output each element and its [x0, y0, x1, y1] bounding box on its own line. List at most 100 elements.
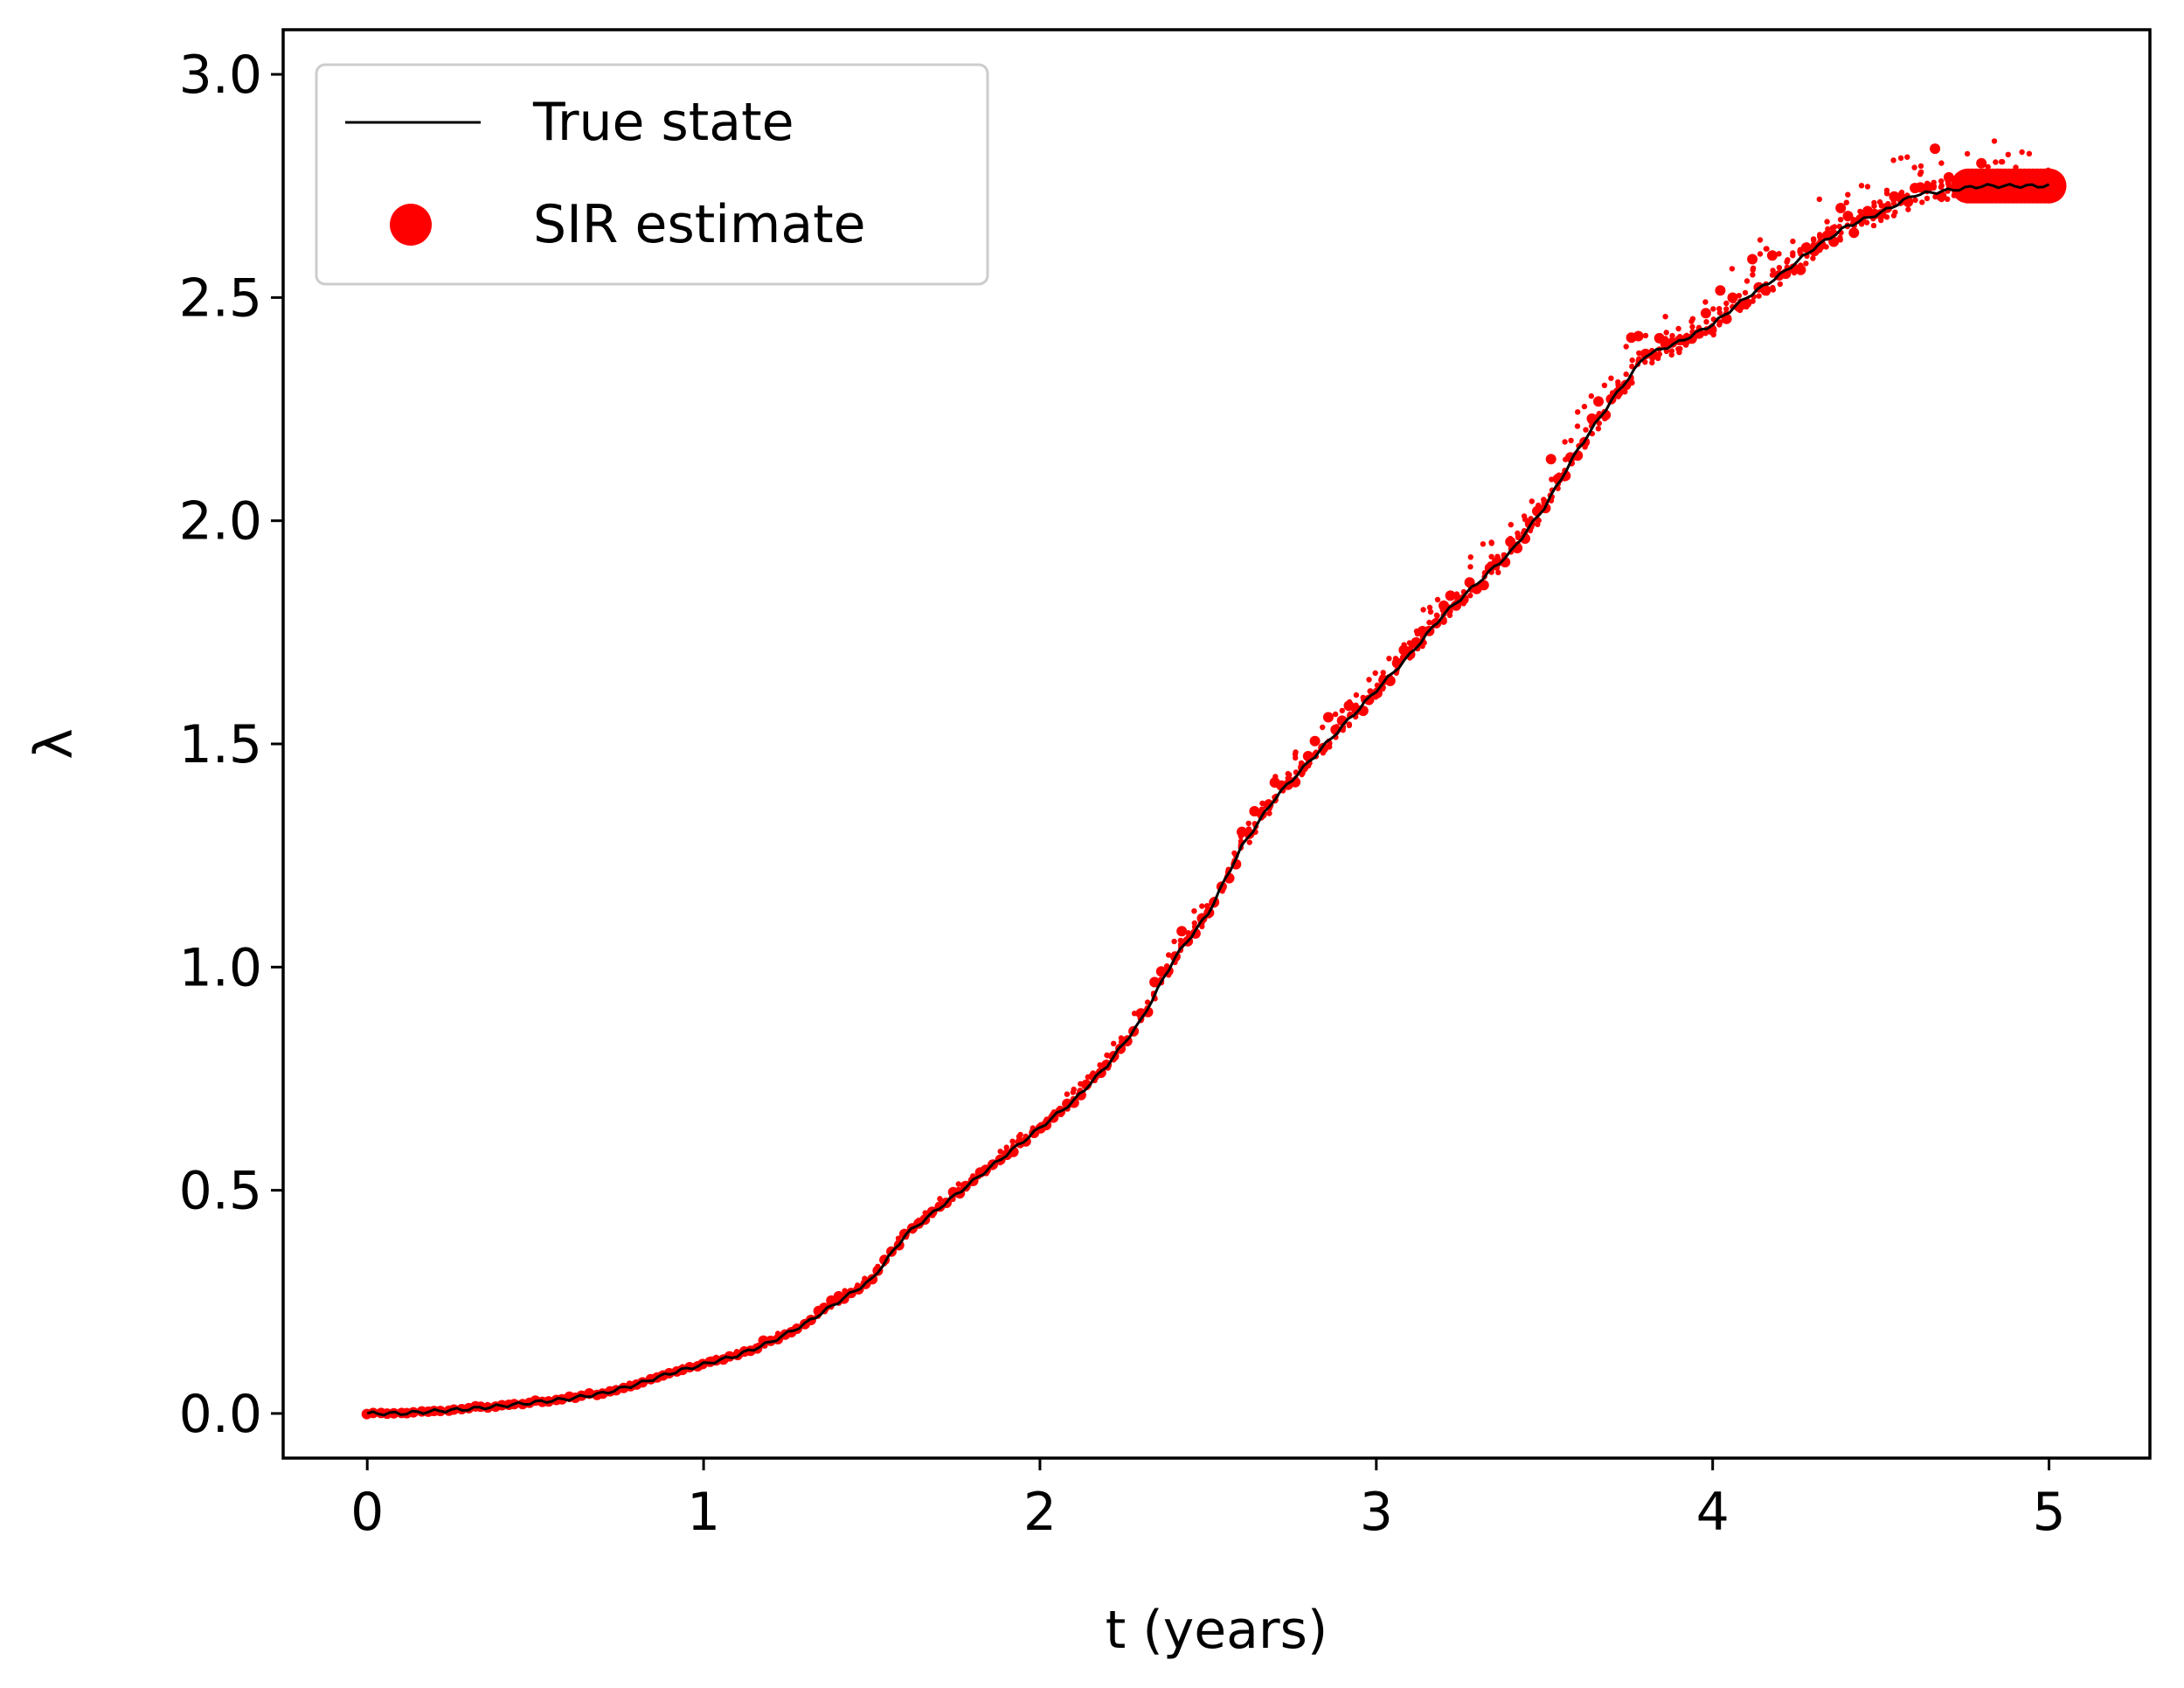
sir-estimate-point: [1003, 1144, 1009, 1150]
sir-estimate-point: [1575, 409, 1581, 415]
sir-estimate-point: [1796, 267, 1802, 273]
y-tick-label: 0.0: [179, 1384, 262, 1445]
sir-estimate-point: [1326, 744, 1332, 750]
sir-estimate-point: [1346, 721, 1353, 727]
y-tick-label: 0.5: [179, 1161, 262, 1222]
sir-estimate-point: [1374, 682, 1381, 689]
sir-estimate-point: [1272, 774, 1279, 780]
sir-estimate-point: [862, 1275, 868, 1282]
sir-estimate-point: [1419, 643, 1425, 649]
sir-estimate-point: [1636, 350, 1642, 357]
sir-estimate-point: [1663, 330, 1669, 336]
sir-estimate-point: [1837, 237, 1843, 243]
sir-estimate-point: [1783, 272, 1790, 279]
sir-estimate-point: [1688, 318, 1695, 324]
sir-estimate-point: [1400, 647, 1406, 654]
sir-estimate-point: [1744, 278, 1751, 284]
sir-estimate-point: [1231, 850, 1238, 857]
legend-label-true-state: True state: [532, 92, 794, 153]
sir-estimate-point: [1480, 541, 1487, 547]
y-axis-label: λ: [24, 728, 85, 760]
sir-estimate-point: [2005, 151, 2011, 157]
sir-estimate-point: [1750, 298, 1756, 304]
sir-estimate-point: [1764, 287, 1771, 293]
sir-estimate-point: [1817, 247, 1823, 254]
sir-estimate-point: [1171, 938, 1177, 945]
sir-estimate-point: [1582, 444, 1588, 450]
sir-estimate-point: [1878, 217, 1884, 224]
sir-estimate-point: [1747, 254, 1758, 265]
sir-estimate-point: [1791, 269, 1798, 276]
sir-estimate-point: [1515, 530, 1521, 537]
sir-estimate-point: [1844, 215, 1851, 222]
sir-estimate-point: [1770, 254, 1777, 260]
sir-estimate-point: [1668, 351, 1674, 358]
sir-estimate-point: [1750, 272, 1756, 278]
sir-estimate-point: [1829, 225, 1836, 231]
sir-estimate-point: [1742, 303, 1749, 309]
sir-estimate-point: [1790, 238, 1796, 245]
sir-estimate-point: [1803, 260, 1809, 267]
sir-estimate-point: [1380, 670, 1386, 676]
sir-estimate-point: [1258, 806, 1265, 812]
sir-estimate-point: [1669, 332, 1675, 339]
sir-estimate-point: [1764, 246, 1770, 252]
sir-estimate-point: [1743, 298, 1750, 305]
sir-estimate-point: [1810, 236, 1817, 242]
sir-estimate-point: [1339, 707, 1346, 714]
sir-estimate-point: [1964, 150, 1971, 157]
sir-estimate-point: [1057, 1111, 1064, 1118]
x-tick-label: 4: [1696, 1482, 1730, 1543]
sir-estimate-point: [1703, 319, 1709, 325]
y-tick-label: 1.5: [179, 714, 262, 775]
sir-estimate-point: [713, 1354, 719, 1361]
sir-estimate-point: [1515, 534, 1522, 540]
sir-estimate-point: [1642, 359, 1648, 365]
sir-estimate-point: [1655, 355, 1661, 362]
sir-estimate-point: [1649, 359, 1655, 366]
sir-estimate-point: [1545, 454, 1557, 465]
sir-estimate-point: [1420, 607, 1426, 613]
sir-estimate-point: [1757, 251, 1764, 257]
sir-estimate-point: [1904, 154, 1910, 160]
sir-estimate-point: [1309, 735, 1321, 747]
sir-estimate-point: [1858, 183, 1865, 189]
legend-box: [315, 63, 989, 286]
x-axis-ticks: 0 1 2 3 4 5: [350, 1458, 2066, 1543]
sir-estimate-point: [1347, 698, 1353, 705]
sir-estimate-point: [1568, 437, 1574, 444]
sir-estimate-point: [1750, 265, 1757, 271]
sir-estimate-point: [1488, 553, 1494, 559]
sir-estimate-point: [1924, 195, 1931, 202]
sir-estimate-point: [1930, 143, 1941, 155]
sir-estimate-point: [1285, 775, 1291, 781]
y-tick-label: 3.0: [179, 45, 262, 106]
sir-estimate-point: [1991, 138, 1998, 144]
sir-estimate-point: [1677, 345, 1683, 352]
sir-estimate-point: [1090, 1070, 1097, 1077]
sir-estimate-point: [1717, 319, 1723, 325]
sir-estimate-point: [1864, 184, 1871, 190]
sir-estimate-point: [1204, 903, 1210, 909]
sir-estimate-point: [1710, 331, 1716, 338]
sir-estimate-point: [1736, 293, 1743, 299]
sir-estimate-point: [1199, 903, 1205, 909]
sir-estimate-point: [1529, 498, 1536, 504]
sir-estimate-point: [997, 1149, 1003, 1155]
sir-estimate-point: [1938, 196, 1945, 203]
sir-estimate-point: [1904, 198, 1911, 205]
sir-estimate-point: [1293, 754, 1299, 761]
sir-estimate-point: [1945, 181, 1952, 187]
sir-estimate-point: [1912, 197, 1918, 204]
sir-estimate-point: [1063, 1101, 1069, 1107]
sir-estimate-point: [1885, 201, 1891, 207]
y-tick-label: 1.0: [179, 937, 262, 998]
sir-estimate-point: [1071, 1087, 1077, 1093]
sir-estimate-point: [1883, 191, 1890, 197]
sir-estimate-point: [1574, 453, 1581, 459]
sir-estimate-point: [1857, 208, 1863, 215]
sir-estimate-point: [1723, 300, 1730, 307]
sir-estimate-point: [1870, 222, 1877, 229]
sir-estimate-point: [1938, 184, 1945, 191]
